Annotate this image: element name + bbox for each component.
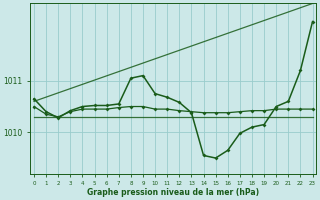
X-axis label: Graphe pression niveau de la mer (hPa): Graphe pression niveau de la mer (hPa): [87, 188, 259, 197]
